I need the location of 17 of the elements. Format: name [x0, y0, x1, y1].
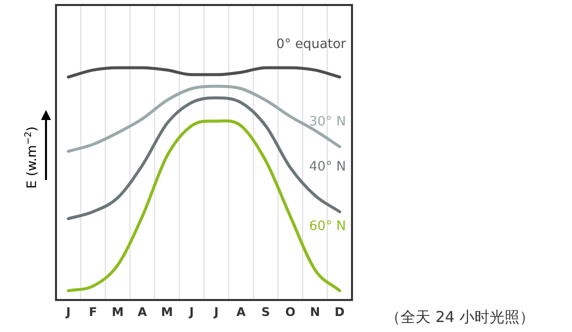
x-tick-label: M	[161, 305, 173, 319]
x-tick-label: A	[236, 305, 246, 319]
x-tick-label: A	[138, 305, 148, 319]
text: （全天 24 小时光照）	[386, 308, 534, 326]
x-tick-label: D	[334, 305, 345, 319]
x-tick-label: S	[261, 305, 270, 319]
x-tick-label: J	[188, 305, 194, 319]
series-label: 0° equator	[276, 37, 347, 52]
x-tick-label: J	[65, 305, 71, 319]
x-tick-label: J	[213, 305, 219, 319]
series-label: 40° N	[309, 159, 346, 174]
series-label: 30° N	[309, 114, 346, 130]
x-tick-label: F	[88, 305, 98, 319]
x-tick-label: M	[112, 305, 124, 319]
x-tick-label: N	[310, 305, 320, 319]
series-label: 60° N	[309, 218, 346, 234]
x-tick-label: O	[285, 305, 296, 319]
